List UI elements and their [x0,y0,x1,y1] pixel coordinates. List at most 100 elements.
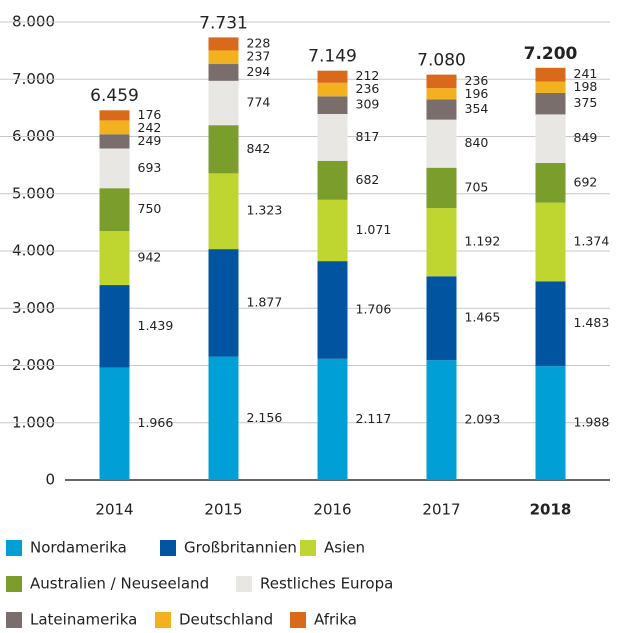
data-label: 2.117 [356,411,392,426]
total-label: 7.080 [417,51,466,71]
data-label: 236 [356,81,380,96]
data-label: 1.192 [465,234,501,249]
data-label: 236 [465,73,489,88]
bar-segment [535,81,566,93]
bar-segment [426,99,457,120]
bar-segment [208,125,239,174]
data-label: 750 [138,201,162,216]
bar-segment [317,160,348,200]
legend-label: Deutschland [179,611,273,629]
data-label: 1.706 [356,301,392,316]
data-label: 1.988 [574,415,610,430]
total-label: 7.731 [199,13,248,33]
bar-segment [535,67,566,82]
bar-segment [426,276,457,361]
x-tick-label: 2018 [530,501,572,519]
legend-label: Afrika [314,611,357,629]
data-label: 705 [465,179,489,194]
bar-segment [317,114,348,161]
bar-segment [426,360,457,480]
data-label: 294 [247,64,271,79]
bar-segment [426,167,457,209]
legend-label: Australien / Neuseeland [30,575,209,593]
legend-swatch [6,612,22,628]
total-label: 6.459 [90,86,139,106]
x-tick-label: 2017 [422,501,460,519]
legend-swatch [290,612,306,628]
data-label: 241 [574,66,598,81]
data-label: 1.877 [247,294,283,309]
bar-segment [317,358,348,480]
bar-segment [426,88,457,100]
bar-segment [426,119,457,168]
total-label: 7.200 [524,44,578,64]
data-label: 228 [247,35,271,50]
data-label: 2.156 [247,410,283,425]
data-label: 2.093 [465,412,501,427]
bar-segment [208,80,239,126]
data-label: 237 [247,49,271,64]
data-label: 1.966 [138,415,174,430]
bar-segment [208,37,239,51]
data-label: 198 [574,79,598,94]
data-label: 692 [574,174,598,189]
legend-label: Asien [324,539,365,557]
bar-segment [208,64,239,81]
data-label: 774 [247,95,271,110]
data-label: 309 [356,97,380,112]
bar-segment [317,70,348,83]
legend-label: Lateinamerika [30,611,137,629]
bar-segment [208,356,239,480]
bar-segment [99,134,130,149]
data-label: 817 [356,129,380,144]
x-tick-label: 2016 [313,501,351,519]
bar-segment [535,202,566,282]
legend-label: Nordamerika [30,539,127,557]
bar-segment [317,82,348,97]
legend-swatch [300,540,316,556]
bar-segment [535,114,566,164]
x-tick-label: 2014 [95,501,133,519]
legend-swatch [236,576,252,592]
data-label: 176 [138,107,162,122]
data-label: 354 [465,101,489,116]
bar-segment [99,367,130,480]
data-label: 842 [247,141,271,156]
legend-swatch [6,540,22,556]
y-tick-label: 0 [45,471,55,489]
bar-segment [535,163,566,203]
data-label: 242 [138,120,162,135]
x-tick-label: 2015 [204,501,242,519]
data-label: 375 [574,95,598,110]
data-label: 249 [138,133,162,148]
data-label: 1.071 [356,222,392,237]
data-label: 840 [465,135,489,150]
bar-segment [99,285,130,368]
bar-segment [535,366,566,480]
data-label: 1.323 [247,203,283,218]
data-label: 1.374 [574,233,610,248]
legend-swatch [160,540,176,556]
bar-segment [535,92,566,115]
bar-segment [99,231,130,286]
data-label: 1.439 [138,318,174,333]
data-label: 682 [356,172,380,187]
bar-segment [99,110,130,121]
legend-label: Großbritannien [184,539,297,557]
data-label: 212 [356,68,380,83]
data-label: 1.483 [574,315,610,330]
bar-segment [317,96,348,115]
total-label: 7.149 [308,47,357,67]
data-label: 196 [465,86,489,101]
bar-segment [426,74,457,89]
bar-segment [208,50,239,65]
data-label: 942 [138,250,162,265]
legend-swatch [6,576,22,592]
bar-segment [317,199,348,262]
data-label: 849 [574,130,598,145]
bar-segment [99,120,130,135]
bar-segment [99,188,130,232]
bar-segment [317,261,348,359]
legend-label: Restliches Europa [260,575,393,593]
